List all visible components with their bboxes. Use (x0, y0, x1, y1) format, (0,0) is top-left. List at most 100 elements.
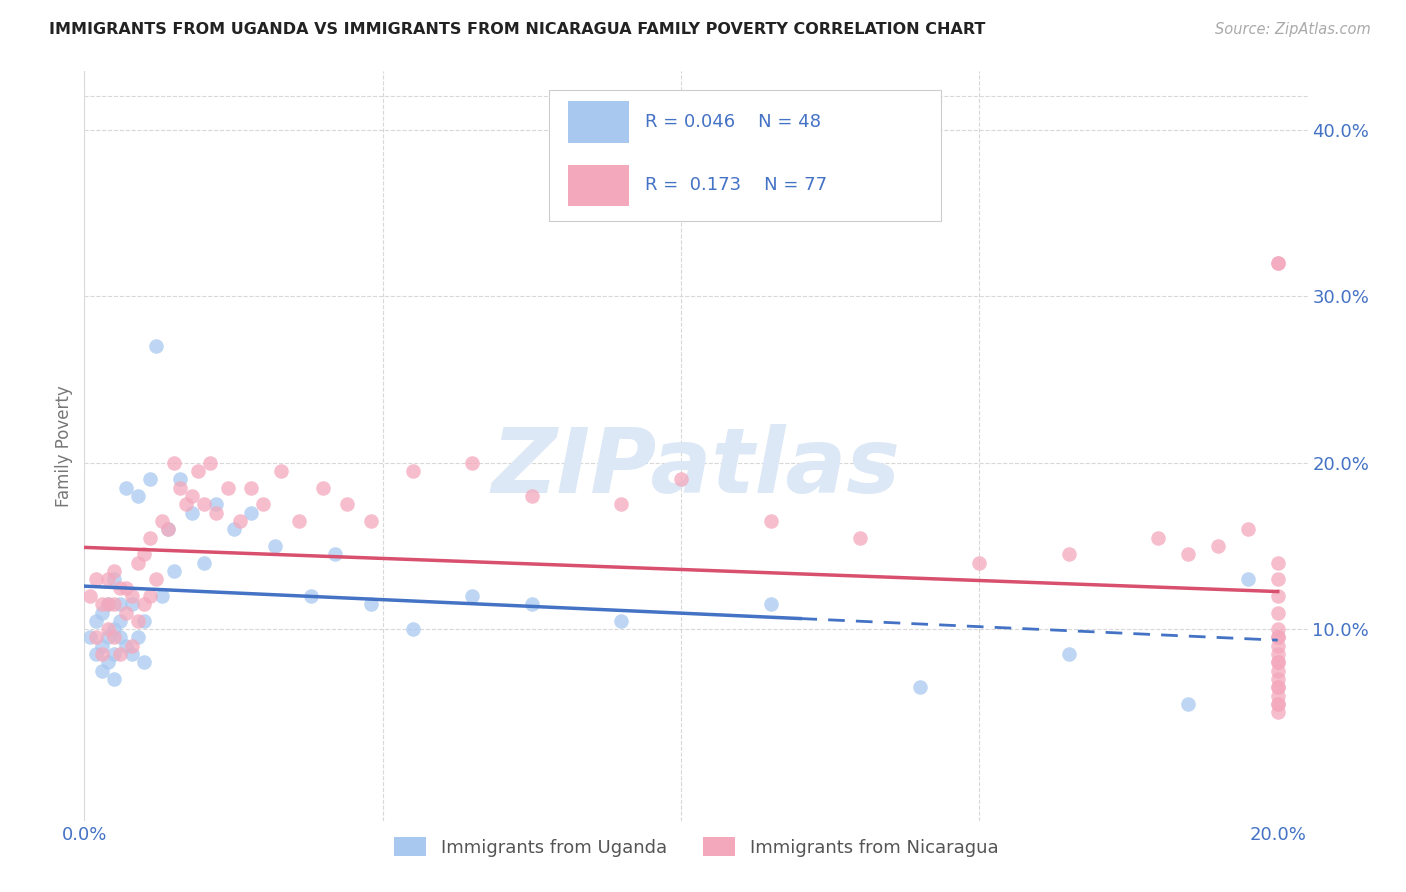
Point (127, 489, 149, 503)
Point (121, 639, 143, 653)
Point (169, 472, 191, 486)
Point (156, 522, 179, 536)
Point (360, 514, 382, 528)
Point (323, 547, 346, 561)
Point (91, 639, 114, 653)
Point (103, 672, 125, 686)
Point (1267, 631, 1289, 645)
Point (252, 497, 274, 511)
Point (1267, 556, 1289, 570)
Point (1057, 547, 1080, 561)
Point (1267, 622, 1289, 636)
Point (1267, 639, 1289, 653)
Point (1267, 689, 1289, 703)
Point (1267, 256, 1289, 270)
Point (264, 539, 287, 553)
Point (187, 464, 209, 478)
Point (132, 597, 155, 611)
Point (288, 514, 311, 528)
Point (849, 531, 872, 545)
Point (163, 456, 186, 470)
Point (115, 639, 138, 653)
Point (1267, 647, 1289, 661)
Point (969, 556, 991, 570)
Point (127, 614, 149, 628)
Point (97, 631, 120, 645)
Point (204, 497, 226, 511)
Point (84, 614, 107, 628)
Point (79, 631, 101, 645)
Point (222, 522, 245, 536)
Point (1267, 706, 1289, 720)
Point (1267, 697, 1289, 711)
Point (1267, 672, 1289, 686)
Point (91, 597, 114, 611)
Point (1267, 681, 1289, 695)
Point (132, 614, 155, 628)
Point (115, 581, 138, 595)
Point (1267, 606, 1289, 620)
Point (103, 622, 125, 636)
Point (97, 622, 120, 636)
Point (401, 622, 423, 636)
Point (1267, 572, 1289, 586)
Point (1267, 681, 1289, 695)
Point (97, 656, 120, 670)
Point (669, 472, 692, 486)
Bar (568, 102, 628, 143)
Point (759, 597, 782, 611)
Point (1267, 256, 1289, 270)
Point (84, 572, 107, 586)
Point (1267, 631, 1289, 645)
Point (145, 572, 167, 586)
Point (180, 506, 202, 520)
Point (139, 531, 162, 545)
Legend: Immigrants from Uganda, Immigrants from Nicaragua: Immigrants from Uganda, Immigrants from … (387, 830, 1005, 864)
Point (79, 589, 101, 603)
Point (127, 631, 149, 645)
Point (908, 681, 931, 695)
Point (520, 597, 543, 611)
Point (84, 647, 107, 661)
Text: ZIPatlas: ZIPatlas (492, 425, 900, 513)
Point (103, 564, 125, 578)
Point (156, 522, 179, 536)
Point (121, 647, 143, 661)
Point (312, 481, 335, 495)
Point (132, 547, 155, 561)
Y-axis label: Family Poverty: Family Poverty (55, 385, 73, 507)
Point (139, 589, 162, 603)
Point (108, 614, 131, 628)
Point (145, 339, 167, 353)
Point (610, 497, 633, 511)
Point (103, 631, 125, 645)
Point (193, 556, 215, 570)
Point (97, 572, 120, 586)
FancyBboxPatch shape (550, 90, 941, 221)
Point (1267, 697, 1289, 711)
Point (1237, 522, 1260, 536)
Point (103, 597, 125, 611)
Point (299, 589, 322, 603)
Point (1267, 664, 1289, 678)
Point (132, 656, 155, 670)
Point (1057, 647, 1080, 661)
Point (108, 581, 131, 595)
Point (270, 464, 292, 478)
Point (204, 506, 226, 520)
Point (461, 589, 484, 603)
Point (84, 631, 107, 645)
Point (193, 497, 215, 511)
Point (1147, 531, 1170, 545)
Point (1237, 572, 1260, 586)
Point (115, 481, 138, 495)
Point (360, 597, 382, 611)
Point (1267, 656, 1289, 670)
Point (121, 589, 143, 603)
Point (103, 647, 125, 661)
Point (108, 631, 131, 645)
Point (401, 464, 423, 478)
Point (759, 514, 782, 528)
Point (217, 481, 239, 495)
Point (180, 489, 202, 503)
